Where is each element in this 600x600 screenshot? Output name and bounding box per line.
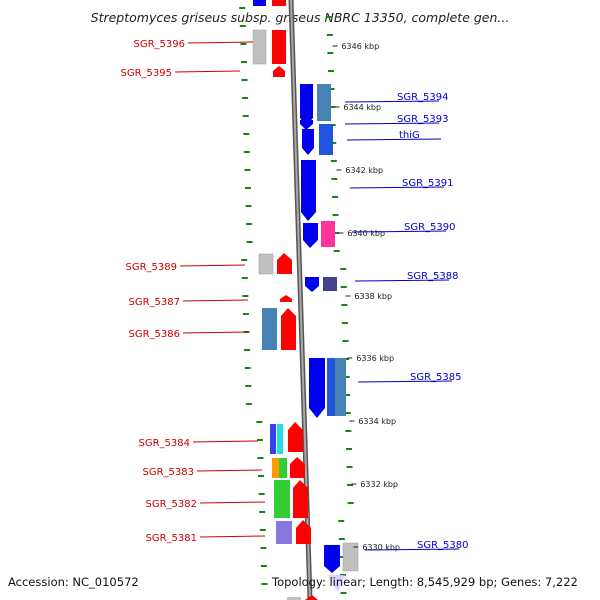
gene-SGR_5385-blue [327,358,335,416]
gene-label-left[interactable]: SGR_5384 [139,438,191,449]
gene-SGR_5390-pink [321,221,335,247]
leader-line-left [192,440,259,443]
gene-SGR_5382-green [274,480,290,518]
gene-label-right[interactable]: SGR_5391 [402,178,454,189]
gene-SGR_5380-lilac [328,575,345,592]
kbp-tick-label: 6332 kbp [360,480,398,489]
gene-SGR_5395 [273,66,285,77]
gene-SGR_5384-blue [270,424,276,454]
kbp-scale: 6346 kbp 6344 kbp 6342 kbp 6340 kbp 6338 kbp… [332,42,400,552]
gene-SGR_5385 [309,358,325,418]
gene-SGR_5380-gray [342,542,359,572]
gene-label-left[interactable]: SGR_5382 [146,499,198,510]
leader-line-left [174,70,241,73]
gene-thiG [302,129,314,155]
gene-SGR_5383 [290,457,305,478]
map-title: Streptomyces griseus subsp. griseus NBRC… [90,10,510,25]
gene-SGR_5391 [301,160,316,221]
gene-SGR_5385-steel [335,358,346,416]
leader-line-left [196,469,263,472]
gene-label-left[interactable]: SGR_5381 [146,533,198,544]
gene-label-right[interactable]: SGR_5394 [397,92,449,103]
leader-line-right [351,230,447,233]
gene-SGR_5387 [280,295,292,302]
kbp-tick-label: 6342 kbp [345,166,383,175]
gene-SGR_5394 [300,84,313,126]
gene-label-left[interactable]: SGR_5395 [121,68,173,79]
gene-label-right[interactable]: thiG [399,130,420,141]
gene-SGR_5386-steel [262,308,277,350]
gene-label-right[interactable]: SGR_5393 [397,114,449,125]
gene-SGR_5396 [272,30,286,64]
gene-label-right[interactable]: SGR_5388 [407,271,459,282]
kbp-tick-label: 6340 kbp [347,229,385,238]
gene-SGR_5380 [324,545,340,573]
gene-bottom-gray [287,597,301,600]
accession-text: Accession: NC_010572 [8,575,139,589]
kbp-tick-label: 6346 kbp [341,42,379,51]
gene-SGR_5393 [300,120,313,130]
gene-SGR_5381 [296,520,311,544]
gene-label-left[interactable]: SGR_5396 [134,39,186,50]
gene-label-right[interactable]: SGR_5390 [404,222,456,233]
leader-line-left [199,535,266,538]
gene-SGR_5386 [281,308,296,350]
kbp-tick-label: 6344 kbp [343,103,381,112]
gene-top-red [272,0,286,6]
leader-line-right [357,380,453,383]
gene-SGR_5383-green [279,458,287,478]
kbp-tick-label: 6336 kbp [356,354,394,363]
gene-SGR_5390 [303,223,318,248]
kbp-tick-label: 6330 kbp [362,543,400,552]
leader-line-left [179,264,246,267]
leader-line-right [364,548,460,551]
gene-SGR_5388 [305,277,319,292]
kbp-tick-label: 6338 kbp [354,292,392,301]
gene-SGR_5388-navy [323,277,337,291]
gene-SGR_5383-orange [272,458,279,478]
gene-SGR_5394-steel [317,84,331,121]
gene-SGR_5396-gray [252,29,267,65]
gene-bottom-red [305,595,318,600]
topology-text: Topology: linear; Length: 8,545,929 bp; … [272,575,578,589]
gene-SGR_5384 [288,422,303,452]
leader-line-right [344,122,440,125]
gene-label-left[interactable]: SGR_5389 [126,262,178,273]
leader-line-left [187,41,254,44]
kbp-tick-label: 6334 kbp [358,417,396,426]
gene-SGR_5384-cyan [277,424,283,454]
gene-top-blue [253,0,266,6]
gene-label-right[interactable]: SGR_5380 [417,540,469,551]
leader-line-left [199,501,266,504]
gene-SGR_5389 [277,253,292,274]
gene-thiG-blue [319,124,333,155]
left-gene-labels: SGR_5396 SGR_5395 SGR_5389 SGR_5387 SGR_5386… [121,39,266,544]
gene-glyphs [252,0,359,600]
gene-SGR_5389-gray [258,253,274,275]
gene-label-right[interactable]: SGR_5385 [410,372,462,383]
leader-line-right [344,100,440,103]
leader-line-left [182,299,249,302]
leader-line-left [182,331,249,334]
gene-SGR_5381-purple [276,521,292,544]
gene-label-left[interactable]: SGR_5387 [129,297,181,308]
leader-line-right [346,138,442,141]
gene-label-left[interactable]: SGR_5386 [129,329,181,340]
gene-label-left[interactable]: SGR_5383 [143,467,195,478]
right-gene-labels: SGR_5394 SGR_5393 thiG SGR_5391 SGR_5390 SGR_… [344,92,469,551]
leader-line-right [349,186,445,189]
leader-line-right [354,279,450,282]
gene-SGR_5382 [293,480,308,518]
